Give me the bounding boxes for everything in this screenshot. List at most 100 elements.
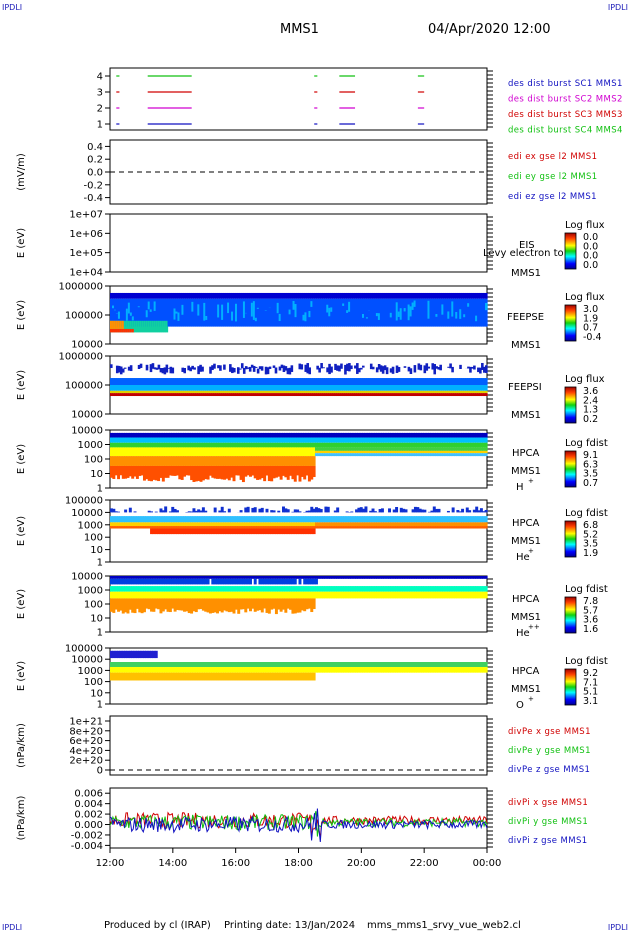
hpca-h-panel-cell (213, 442, 217, 448)
hpca-o-panel-ytick-label: 10000 (71, 655, 103, 666)
feepse-panel-cell (276, 302, 280, 314)
hpca-hepp-panel-cell (206, 586, 210, 592)
feepsi-panel-cell (320, 385, 323, 391)
corner-label-tl: IPDLI (2, 3, 23, 12)
feepsi-panel-cell (421, 393, 425, 397)
feepsi-panel-cell (280, 378, 284, 385)
xtick-label: 22:00 (410, 858, 439, 869)
hpca-h-panel-cell (270, 437, 274, 443)
hpca-he-panel-cell (251, 516, 255, 523)
hpca-h-panel-cell (244, 437, 248, 443)
feepsi-panel-cell (225, 378, 228, 385)
hpca-he-panel-cell (421, 516, 424, 523)
hpca-o-panel-cell (479, 667, 483, 673)
hpca-he-panel-cell (199, 510, 203, 513)
feepsi-panel-cell (340, 385, 343, 391)
feepsi-panel-cell (302, 378, 306, 385)
feepsi-panel-cell (167, 367, 171, 369)
hpca-he-panel-cell (314, 526, 318, 529)
feepsi-panel-cell (135, 393, 139, 397)
hpca-h-panel-cell (345, 447, 349, 451)
hpca-o-panel-cell (157, 662, 161, 668)
hpca-h-panel-cell (437, 450, 441, 454)
hpca-o-panel-cell (355, 667, 359, 673)
hpca-h-panel-cell (347, 432, 351, 438)
hpca-hepp-panel-cell (126, 598, 130, 614)
hpca-h-panel-cell (322, 442, 326, 448)
hpca-he-panel-cell (180, 522, 184, 527)
hpca-h-panel-cell (161, 437, 165, 443)
feepse-panel-cell (266, 298, 270, 327)
feepsi-panel-cell (340, 390, 343, 394)
hpca-he-panel-cell (121, 526, 125, 529)
hpca-he-panel-cell (206, 526, 210, 529)
hpca-he-panel-cell (312, 526, 316, 529)
hpca-h-panel-cell (416, 453, 420, 457)
burst-panel-legend-item: des dist burst SC1 MMS1 (508, 79, 623, 89)
feepsi-panel-cell (322, 367, 325, 369)
hpca-hepp-panel-cell (463, 586, 467, 592)
feepse-panel-cell (286, 292, 290, 299)
hpca-hepp-panel-cell (300, 586, 304, 592)
hpca-o-panel-cell (171, 667, 175, 673)
feepse-panel-cell (215, 292, 218, 299)
hpca-h-panel-cell (338, 453, 342, 457)
hpca-o-panel-cell (164, 667, 168, 673)
hpca-h-panel-cell (199, 437, 203, 443)
hpca-hepp-panel-cell (225, 578, 229, 585)
feepse-panel-cell (260, 298, 264, 327)
hpca-hepp-panel-cell (395, 591, 399, 599)
hpca-he-panel-cell (157, 526, 161, 529)
hpca-he-panel-cell (289, 528, 293, 535)
hpca-hepp-panel-cell (258, 578, 262, 585)
hpca-he-panel-cell (399, 516, 403, 523)
hpca-h-panel-cell (199, 442, 203, 448)
hpca-h-panel-cell (265, 437, 269, 443)
hpca-hepp-panel-cell (204, 576, 208, 579)
hpca-he-panel-cell (430, 516, 434, 523)
feepse-panel-cell (189, 292, 192, 299)
hpca-he-panel-cell (286, 516, 290, 523)
eis-panel-label: EIS (519, 240, 535, 251)
hpca-h-panel-cell (439, 432, 443, 438)
hpca-h-panel-cell (190, 442, 194, 448)
hpca-he-panel-cell (305, 522, 309, 527)
hpca-hepp-panel-cell (282, 586, 285, 592)
hpca-h-panel-cell (376, 447, 380, 451)
hpca-he-panel-cell (404, 516, 408, 523)
hpca-hepp-panel-cell (194, 578, 198, 585)
feepsi-panel-cell (292, 393, 296, 397)
hpca-o-panel-cell (439, 662, 443, 668)
hpca-hepp-panel-cell (418, 586, 422, 592)
hpca-h-panel-cell (140, 465, 144, 476)
hpca-he-panel-cell (225, 516, 229, 523)
feepsi-panel-cell (395, 378, 399, 385)
hpca-he-panel-cell (449, 522, 453, 527)
hpca-hepp-panel-cell (421, 586, 424, 592)
feepsi-panel-cell (393, 393, 397, 397)
hpca-h-panel-cell (133, 442, 137, 448)
feepse-panel-cell (441, 292, 444, 299)
hpca-h-panel-cell (454, 453, 457, 457)
hpca-o-panel-cell (168, 672, 172, 681)
hpca-h-panel-cell (241, 442, 245, 448)
hpca-o-panel-cell (147, 667, 151, 673)
feepse-panel-cell (445, 292, 448, 299)
hpca-o-panel-cell (161, 667, 165, 673)
hpca-hepp-panel-cell (237, 586, 241, 592)
hpca-he-panel-cell (286, 522, 290, 527)
hpca-o-panel-cell (220, 662, 224, 668)
hpca-hepp-panel-cell (265, 591, 269, 599)
hpca-hepp-panel-cell (310, 586, 314, 592)
hpca-he-panel-cell (402, 508, 406, 513)
feepsi-panel-cell (312, 393, 315, 397)
hpca-he-panel-cell (119, 526, 123, 529)
hpca-o-panel-cell (267, 667, 271, 673)
hpca-he-panel-cell (213, 528, 217, 535)
hpca-hepp-panel-cell (413, 576, 417, 579)
hpca-h-panel-cell (312, 465, 316, 478)
hpca-o-panel-cell (126, 662, 130, 668)
hpca-hepp-panel-cell (352, 586, 356, 592)
feepsi-panel-cell (123, 367, 127, 369)
hpca-hepp-panel-cell (131, 576, 135, 579)
